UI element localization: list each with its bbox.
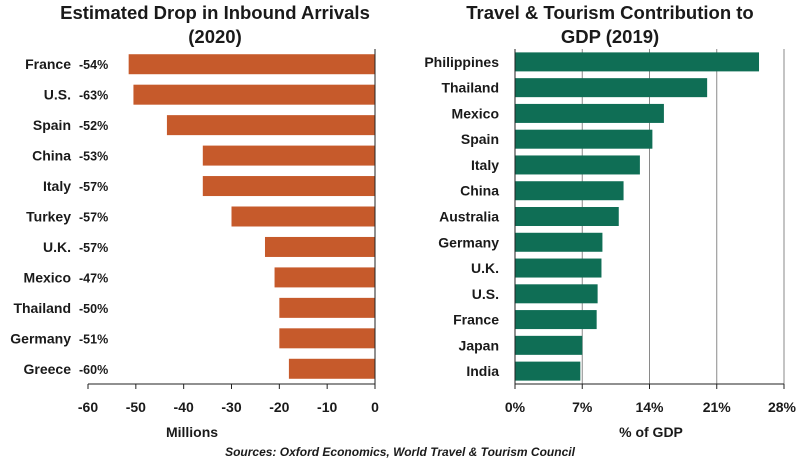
left-bar-france: [128, 54, 375, 75]
left-category-label: Greece: [24, 361, 72, 377]
right-bar-india: [515, 361, 581, 381]
right-chart-gdp: Travel & Tourism Contribution to GDP (201…: [424, 2, 796, 440]
left-data-label: -53%: [79, 150, 108, 164]
left-category-label: Germany: [10, 330, 71, 346]
left-bar-china: [202, 145, 375, 166]
right-bar-australia: [515, 207, 619, 226]
left-chart-arrivals: Estimated Drop in Inbound Arrivals (2020)…: [10, 2, 379, 440]
right-category-label: Australia: [439, 209, 499, 225]
right-category-label: France: [453, 312, 499, 328]
right-bar-u-s: [515, 284, 598, 304]
right-chart-title-line-1: Travel & Tourism Contribution to: [466, 2, 753, 23]
right-category-label: Philippines: [424, 54, 499, 70]
left-x-tick-label: -50: [126, 399, 146, 415]
left-bar-spain: [166, 115, 375, 136]
left-data-label: -57%: [79, 180, 108, 194]
right-bar-thailand: [515, 78, 708, 98]
right-category-label: Mexico: [452, 105, 499, 121]
left-category-label: U.K.: [43, 239, 71, 255]
source-note: Sources: Oxford Economics, World Travel …: [225, 445, 576, 459]
left-category-label: Turkey: [26, 209, 71, 225]
left-data-label: -57%: [79, 211, 108, 225]
left-data-label: -50%: [79, 302, 108, 316]
right-category-label: U.S.: [472, 286, 499, 302]
right-x-tick-label: 0%: [505, 399, 526, 415]
right-bar-germany: [515, 232, 603, 252]
left-data-label: -60%: [79, 363, 108, 377]
right-x-tick-label: 7%: [572, 399, 593, 415]
right-bar-spain: [515, 129, 653, 149]
right-x-tick-label: 28%: [768, 399, 797, 415]
right-bar-mexico: [515, 103, 664, 123]
left-bar-germany: [279, 328, 375, 349]
left-x-tick-label: -40: [174, 399, 194, 415]
right-bar-china: [515, 181, 624, 201]
right-chart-title-line-2: GDP (2019): [561, 26, 659, 47]
left-x-tick-label: -60: [78, 399, 98, 415]
left-chart-title-line-1: Estimated Drop in Inbound Arrivals: [60, 2, 370, 23]
right-category-label: India: [466, 363, 499, 379]
right-category-label: U.K.: [471, 260, 499, 276]
right-x-tick-label: 21%: [703, 399, 732, 415]
left-category-label: Italy: [43, 178, 71, 194]
left-data-label: -57%: [79, 241, 108, 255]
left-bar-mexico: [274, 267, 375, 288]
left-x-tick-label: -20: [269, 399, 289, 415]
left-chart-title-line-2: (2020): [188, 26, 241, 47]
right-category-label: Thailand: [441, 80, 499, 96]
left-x-tick-label: -30: [221, 399, 241, 415]
left-x-tick-label: 0: [371, 399, 379, 415]
left-x-axis-title: Millions: [166, 424, 218, 440]
left-data-label: -51%: [79, 332, 108, 346]
left-bar-turkey: [231, 206, 375, 227]
left-data-label: -63%: [79, 89, 108, 103]
right-x-axis-title: % of GDP: [619, 424, 683, 440]
right-category-label: China: [460, 183, 499, 199]
left-category-label: Thailand: [13, 300, 71, 316]
right-bar-philippines: [515, 52, 760, 72]
right-category-label: Japan: [459, 337, 499, 353]
left-category-label: China: [32, 148, 71, 164]
right-category-label: Italy: [471, 157, 499, 173]
right-x-tick-label: 14%: [635, 399, 664, 415]
right-bar-italy: [515, 155, 640, 175]
right-bar-france: [515, 310, 597, 330]
left-bar-italy: [202, 176, 375, 197]
left-category-label: Mexico: [24, 269, 71, 285]
left-bar-u-s: [133, 84, 375, 105]
right-bar-japan: [515, 335, 583, 355]
left-data-label: -47%: [79, 271, 108, 285]
right-bar-u-k: [515, 258, 602, 278]
right-category-label: Spain: [461, 131, 499, 147]
right-category-label: Germany: [438, 234, 499, 250]
left-bar-thailand: [279, 297, 375, 318]
left-category-label: France: [25, 56, 71, 72]
left-data-label: -54%: [79, 58, 108, 72]
left-data-label: -52%: [79, 119, 108, 133]
left-category-label: Spain: [33, 117, 71, 133]
left-category-label: U.S.: [44, 87, 71, 103]
left-bar-greece: [288, 358, 375, 379]
left-bar-u-k: [264, 236, 375, 257]
left-x-tick-label: -10: [317, 399, 337, 415]
